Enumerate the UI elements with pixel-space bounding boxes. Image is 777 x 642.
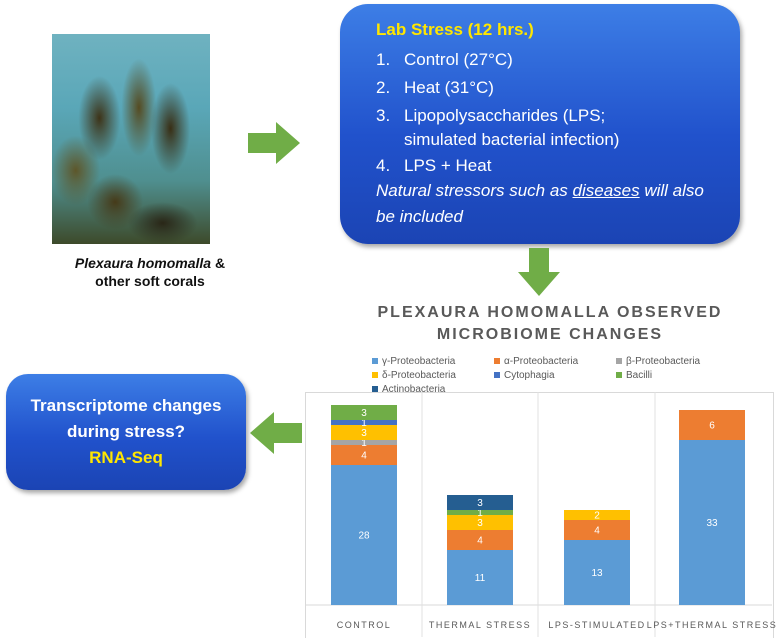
data-label: 3	[477, 518, 483, 529]
legend-cytophagia: Cytophagia	[494, 370, 555, 381]
stress-item-lps-cont: simulated bacterial infection)	[404, 130, 620, 149]
bar-segment	[564, 510, 630, 520]
data-label: 1	[477, 508, 483, 519]
arrow-down-icon	[518, 248, 560, 296]
data-label: 4	[361, 451, 367, 462]
natural-stressors-note: Natural stressors such as diseases will …	[376, 181, 704, 226]
bar-segment	[679, 440, 745, 605]
diseases-link: diseases	[572, 181, 640, 200]
bar-segment	[331, 445, 397, 465]
bar-segment	[447, 495, 513, 510]
data-label: 3	[361, 428, 367, 439]
category-label: LPS+THERMAL STRESS	[647, 620, 777, 630]
legend-swatch-cytophagia-icon	[494, 372, 500, 378]
legend-alpha: α-Proteobacteria	[494, 356, 578, 367]
legend-delta: δ-Proteobacteria	[372, 370, 456, 381]
rna-seq-label: RNA-Seq	[89, 448, 163, 467]
bar-segment	[564, 520, 630, 540]
legend-swatch-gamma-icon	[372, 358, 378, 364]
bar-segment	[331, 465, 397, 605]
rna-seq-box: Transcriptome changes during stress? RNA…	[6, 374, 246, 490]
bar-segment	[447, 515, 513, 530]
data-label: 33	[706, 518, 718, 529]
legend-actino: Actinobacteria	[372, 384, 445, 395]
lab-stress-title: Lab Stress (12 hrs.)	[376, 20, 534, 39]
caption-species: Plexaura homomalla	[74, 255, 212, 271]
data-label: 6	[709, 421, 715, 432]
stress-item-control: 1. Control (27°C)	[376, 50, 513, 69]
bar-segment	[447, 550, 513, 605]
data-label: 2	[594, 511, 600, 522]
data-label: 3	[361, 408, 367, 419]
legend-swatch-delta-icon	[372, 372, 378, 378]
bar-segment	[564, 540, 630, 605]
bar-segment	[331, 440, 397, 445]
legend-swatch-beta-icon	[616, 358, 622, 364]
chart-frame	[305, 392, 774, 638]
legend-swatch-actino-icon	[372, 386, 378, 392]
category-label: CONTROL	[337, 620, 392, 630]
data-label: 1	[361, 438, 367, 449]
legend-bacilli: Bacilli	[616, 370, 652, 381]
legend-gamma: γ-Proteobacteria	[372, 356, 455, 367]
bar-segment	[679, 410, 745, 440]
arrow-left-icon	[250, 412, 302, 454]
stress-item-lps: 3. Lipopolysaccharides (LPS;	[376, 106, 606, 125]
bar-segment	[447, 510, 513, 515]
stress-item-heat: 2. Heat (31°C)	[376, 78, 494, 97]
data-label: 28	[358, 531, 370, 542]
data-label: 11	[475, 573, 486, 584]
stress-item-lps-heat: 4. LPS + Heat	[376, 156, 492, 175]
coral-photo	[52, 34, 210, 244]
arrow-right-icon	[248, 122, 300, 164]
rna-line1: Transcriptome changes	[30, 396, 222, 415]
legend-swatch-alpha-icon	[494, 358, 500, 364]
caption-line2: other soft corals	[95, 273, 205, 289]
bar-segment	[331, 425, 397, 440]
data-label: 13	[591, 568, 603, 579]
category-label: LPS-STIMULATED	[548, 620, 645, 630]
category-label: THERMAL STRESS	[429, 620, 531, 630]
data-label: 1	[361, 418, 367, 429]
bar-segment	[447, 530, 513, 550]
legend-beta: β-Proteobacteria	[616, 356, 700, 367]
caption-amp: &	[211, 255, 226, 271]
data-label: 4	[594, 526, 600, 537]
legend-swatch-bacilli-icon	[616, 372, 622, 378]
data-label: 3	[477, 498, 483, 509]
bar-segment	[331, 405, 397, 420]
bar-segment	[331, 420, 397, 425]
rna-line2: during stress?	[66, 422, 186, 441]
photo-caption: Plexaura homomalla & other soft corals	[60, 254, 240, 290]
data-label: 4	[477, 536, 483, 547]
chart-title: PLEXAURA HOMOMALLA OBSERVED MICROBIOME C…	[377, 304, 723, 343]
lab-stress-box: Lab Stress (12 hrs.) 1. Control (27°C) 2.…	[340, 4, 740, 244]
